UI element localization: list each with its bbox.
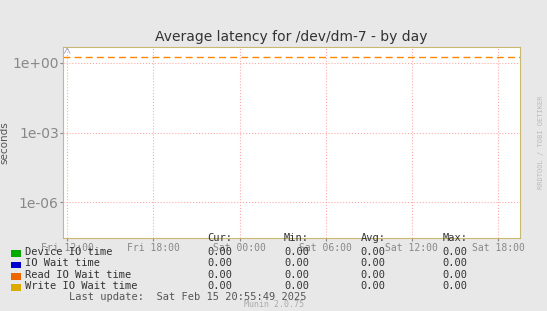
Text: 0.00: 0.00 [443,270,468,280]
Text: 0.00: 0.00 [443,281,468,291]
Text: Read IO Wait time: Read IO Wait time [25,270,131,280]
Text: 0.00: 0.00 [360,270,386,280]
Text: 0.00: 0.00 [443,258,468,268]
Text: 0.00: 0.00 [207,247,232,257]
Text: 0.00: 0.00 [207,258,232,268]
Text: Munin 2.0.75: Munin 2.0.75 [243,300,304,309]
Text: Write IO Wait time: Write IO Wait time [25,281,137,291]
Text: Cur:: Cur: [207,233,232,243]
Text: Avg:: Avg: [360,233,386,243]
Text: 0.00: 0.00 [207,281,232,291]
Text: 0.00: 0.00 [443,247,468,257]
Text: Device IO time: Device IO time [25,247,112,257]
Title: Average latency for /dev/dm-7 - by day: Average latency for /dev/dm-7 - by day [155,30,428,44]
Text: 0.00: 0.00 [360,247,386,257]
Y-axis label: seconds: seconds [0,121,9,164]
Text: RRDTOOL / TOBI OETIKER: RRDTOOL / TOBI OETIKER [538,95,544,189]
Text: Last update:  Sat Feb 15 20:55:49 2025: Last update: Sat Feb 15 20:55:49 2025 [69,292,306,302]
Text: 0.00: 0.00 [284,270,309,280]
Text: 0.00: 0.00 [207,270,232,280]
Text: 0.00: 0.00 [284,281,309,291]
Text: 0.00: 0.00 [360,281,386,291]
Text: 0.00: 0.00 [360,258,386,268]
Text: 0.00: 0.00 [284,247,309,257]
Text: Max:: Max: [443,233,468,243]
Text: Min:: Min: [284,233,309,243]
Text: IO Wait time: IO Wait time [25,258,100,268]
Text: 0.00: 0.00 [284,258,309,268]
